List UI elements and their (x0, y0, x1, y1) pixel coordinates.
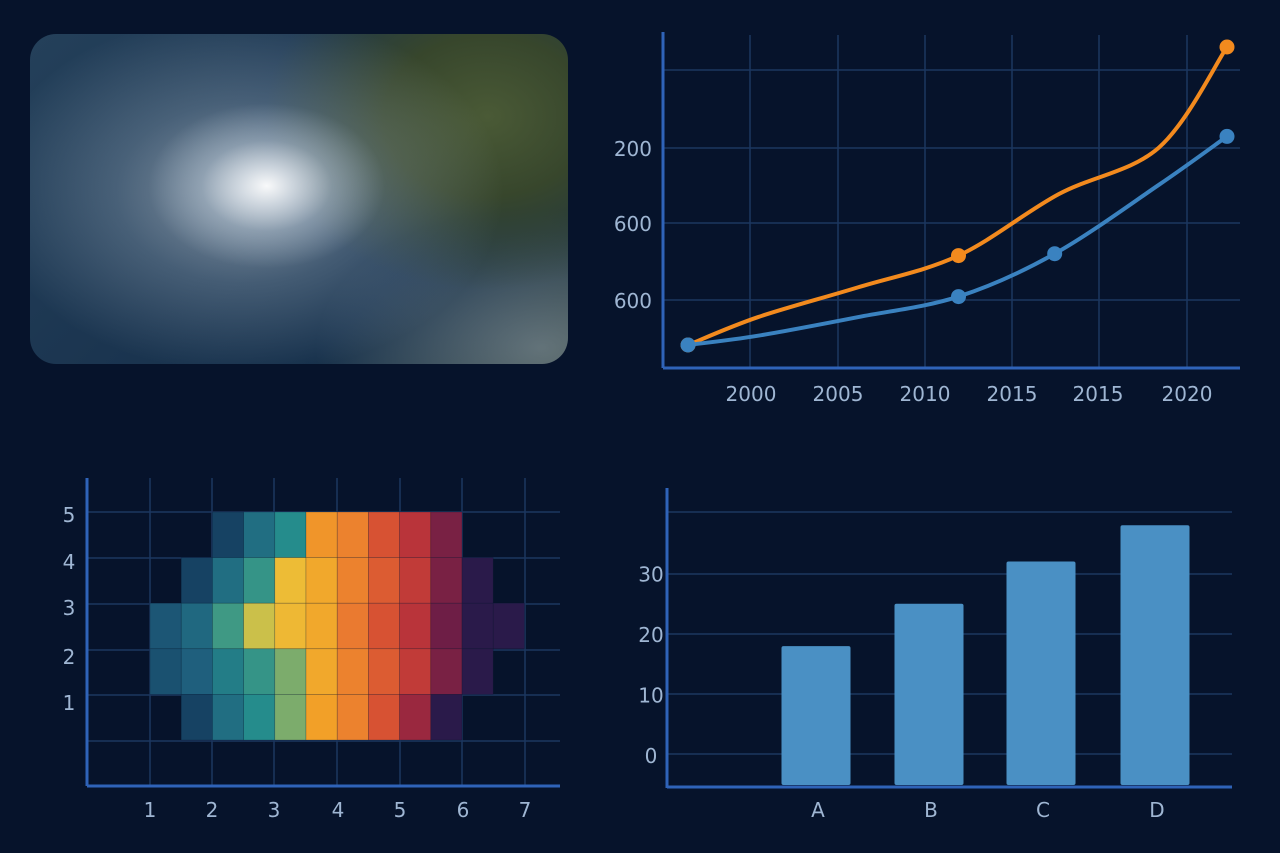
heatmap-cell (430, 648, 463, 695)
series-point-1 (1219, 39, 1235, 55)
heatmap-cell (180, 602, 213, 650)
heatmap-cell (212, 694, 244, 741)
y-tick-label: 1 (63, 691, 76, 715)
heatmap-cell (274, 511, 307, 558)
x-tick-label: 4 (332, 798, 345, 822)
y-tick-label: 20 (638, 623, 663, 647)
heatmap-cell (149, 648, 182, 695)
y-tick-label: 10 (638, 683, 663, 707)
series-point-2 (1047, 246, 1063, 262)
heatmap-cell (180, 557, 213, 604)
bar-b (894, 603, 964, 785)
x-tick-label: 7 (519, 798, 532, 822)
y-tick-label: 200 (614, 137, 652, 161)
x-tick-label: 5 (394, 798, 407, 822)
series-point-2 (951, 289, 967, 305)
x-tick-label: 2015 (987, 382, 1038, 406)
heatmap-cell (492, 602, 525, 650)
heatmap-cell (368, 511, 400, 558)
x-tick-label: A (811, 798, 825, 822)
heatmap-cell (212, 648, 244, 695)
heatmap-cell (336, 694, 369, 741)
heatmap-cell (368, 602, 400, 650)
heatmap-cell (430, 694, 463, 741)
heatmap-cell (461, 602, 494, 650)
y-tick-label: 0 (645, 744, 658, 768)
heatmap-cell (336, 648, 369, 695)
y-tick-label: 600 (614, 212, 652, 236)
x-tick-label: 3 (268, 798, 281, 822)
y-tick-label: 2 (63, 645, 76, 669)
heatmap-cell (180, 648, 213, 695)
heatmap-cell (336, 557, 369, 604)
x-tick-label: 2005 (813, 382, 864, 406)
bar-d (1120, 525, 1190, 785)
heatmap-cell (430, 557, 463, 604)
y-tick-label: 5 (63, 503, 76, 527)
heatmap-cell (243, 557, 276, 604)
heatmap-cell (399, 557, 432, 604)
hurricane-satellite-image (30, 34, 568, 364)
x-tick-label: D (1149, 798, 1164, 822)
x-tick-label: B (924, 798, 938, 822)
heatmap-cell (305, 557, 338, 604)
heatmap-cell (305, 648, 338, 695)
heatmap-cell (243, 511, 276, 558)
y-tick-label: 3 (63, 596, 76, 620)
y-tick-label: 600 (614, 289, 652, 313)
heatmap-cell (399, 648, 432, 695)
heatmap-cell (305, 602, 338, 650)
heatmap-cell (274, 557, 307, 604)
heatmap-cell (336, 511, 369, 558)
x-tick-label: 1 (144, 798, 157, 822)
heatmap-cell (243, 648, 276, 695)
heatmap-cell (368, 557, 400, 604)
heatmap-cell (336, 602, 369, 650)
y-tick-label: 30 (638, 563, 663, 587)
x-tick-label: 6 (457, 798, 470, 822)
series-point-1 (951, 248, 967, 264)
y-tick-label: 4 (63, 550, 76, 574)
heatmap-cell (274, 694, 307, 741)
heatmap-cell (305, 511, 338, 558)
series-point-2 (680, 337, 696, 353)
bar-a (781, 646, 851, 785)
heatmap-cell (274, 648, 307, 695)
heatmap-cell (368, 694, 400, 741)
heatmap-cell (243, 694, 276, 741)
heatmap-cell (212, 511, 244, 558)
x-tick-label: 2010 (900, 382, 951, 406)
x-tick-label: C (1036, 798, 1050, 822)
heatmap-cell (461, 557, 494, 604)
heatmap-cell (399, 511, 432, 558)
bar-c (1006, 561, 1076, 785)
x-tick-label: 2000 (726, 382, 777, 406)
x-tick-label: 2 (206, 798, 219, 822)
x-tick-label: 2020 (1162, 382, 1213, 406)
heatmap-cell (399, 694, 432, 741)
heatmap-cell (461, 648, 494, 695)
x-tick-label: 2015 (1073, 382, 1124, 406)
series-point-2 (1219, 128, 1235, 144)
heatmap-cell (212, 557, 244, 604)
heatmap-cell (212, 602, 244, 650)
heatmap-cell (149, 602, 182, 650)
